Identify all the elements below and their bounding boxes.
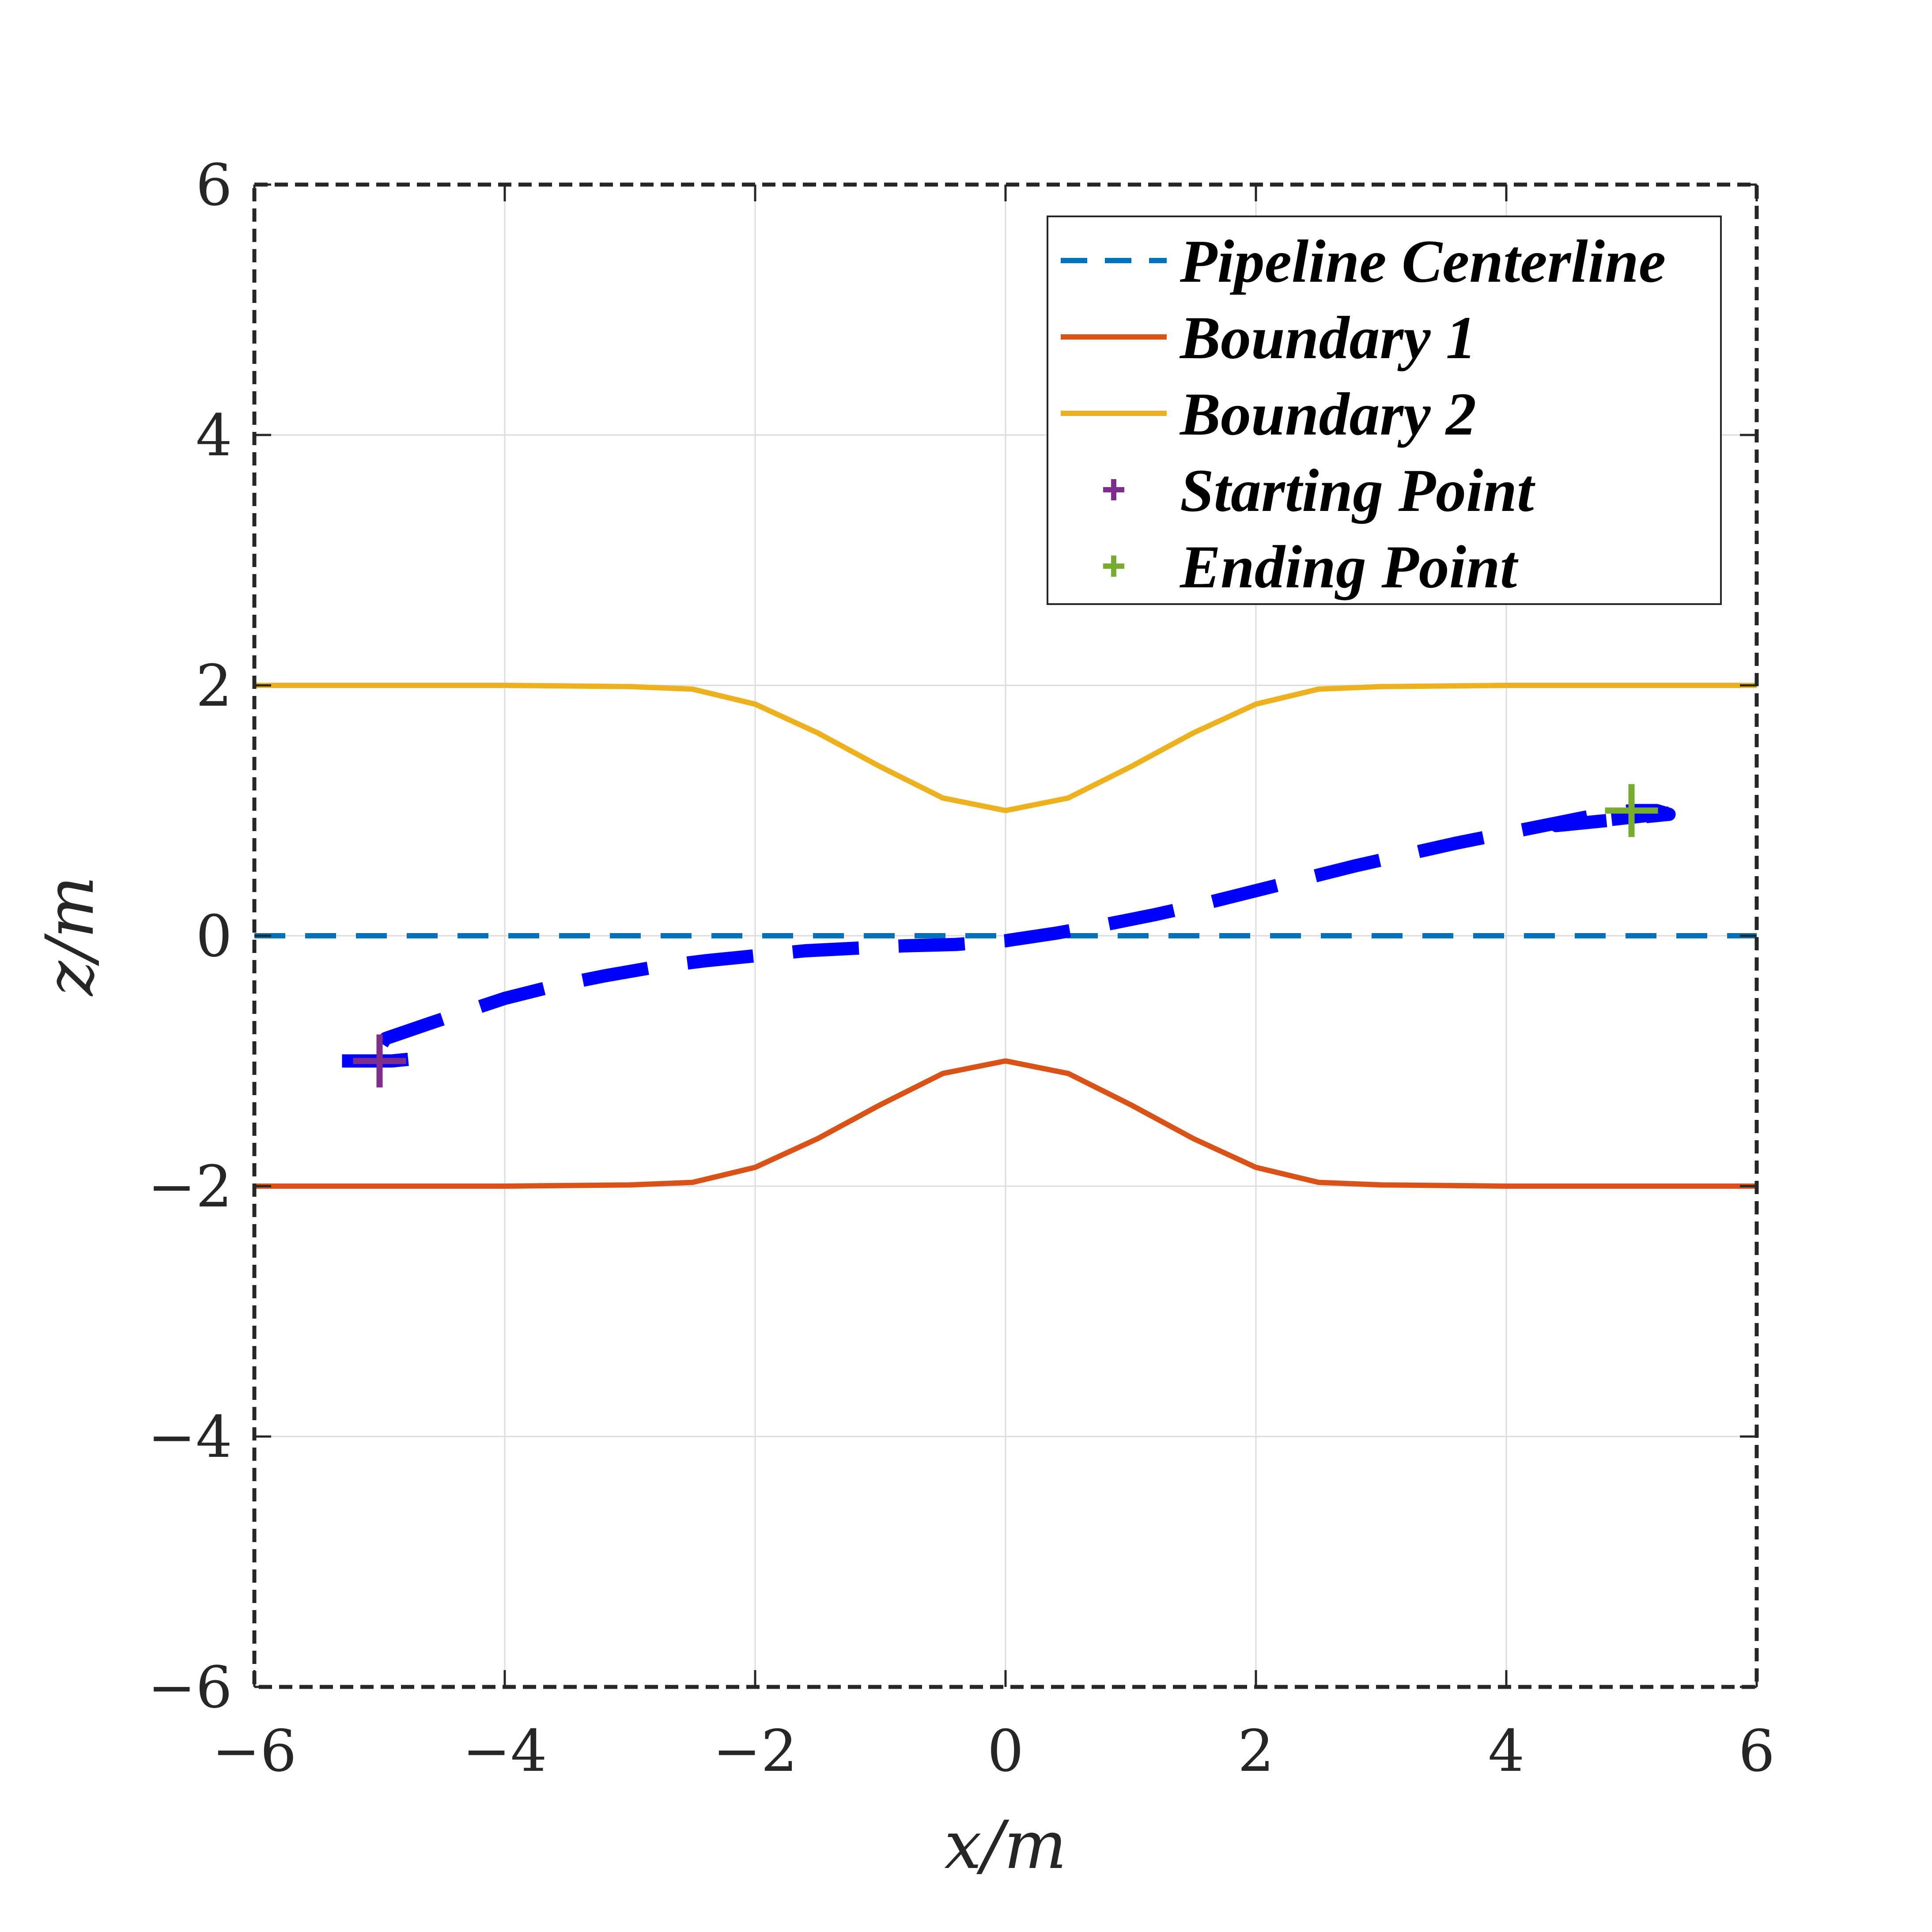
legend-label: Boundary 1 xyxy=(1179,304,1476,371)
x-tick-label: −6 xyxy=(212,1717,297,1785)
ending-point-marker xyxy=(1605,784,1658,837)
x-tick-label: −2 xyxy=(713,1717,798,1785)
plot-lines xyxy=(254,683,1757,1189)
x-tick-label: 2 xyxy=(1238,1717,1274,1785)
boundary-2-line xyxy=(254,683,1757,813)
y-tick-label: 2 xyxy=(196,652,232,719)
ticks xyxy=(253,183,1758,1688)
y-tick-label: −4 xyxy=(147,1403,232,1471)
tick-labels: −6 −4 −2 0 2 4 6 −6 −4 −2 0 2 4 6 xyxy=(147,151,1775,1785)
legend-item-boundary-2: Boundary 2 xyxy=(1061,380,1476,448)
legend-label: Pipeline Centerline xyxy=(1180,227,1666,295)
legend-label: Starting Point xyxy=(1180,457,1535,524)
x-tick-label: 4 xyxy=(1488,1717,1525,1785)
y-tick-label: 0 xyxy=(196,903,232,970)
legend-label: Boundary 2 xyxy=(1179,380,1476,448)
y-tick-label: 6 xyxy=(196,151,232,219)
y-tick-label: −6 xyxy=(147,1654,232,1721)
legend-item-ending-point: Ending Point xyxy=(1103,533,1519,601)
legend: Pipeline Centerline Boundary 1 Boundary 2 S… xyxy=(1047,216,1722,605)
trajectory-line xyxy=(342,804,1676,1068)
boundary-1-line xyxy=(254,1058,1757,1189)
y-axis-label: z/m xyxy=(32,876,109,997)
legend-item-starting-point: Starting Point xyxy=(1103,457,1535,524)
x-tick-label: −4 xyxy=(462,1717,547,1785)
legend-label: Ending Point xyxy=(1179,533,1519,601)
x-tick-label: 6 xyxy=(1739,1717,1775,1785)
y-tick-label: 4 xyxy=(196,402,232,469)
legend-box xyxy=(1047,216,1722,605)
legend-item-boundary-1: Boundary 1 xyxy=(1061,304,1476,371)
x-axis-label: x/m xyxy=(944,1807,1066,1884)
x-tick-label: 0 xyxy=(987,1717,1024,1785)
legend-item-pipeline-centerline: Pipeline Centerline xyxy=(1061,227,1666,295)
starting-point-marker xyxy=(353,1034,406,1088)
y-tick-label: −2 xyxy=(147,1153,232,1220)
